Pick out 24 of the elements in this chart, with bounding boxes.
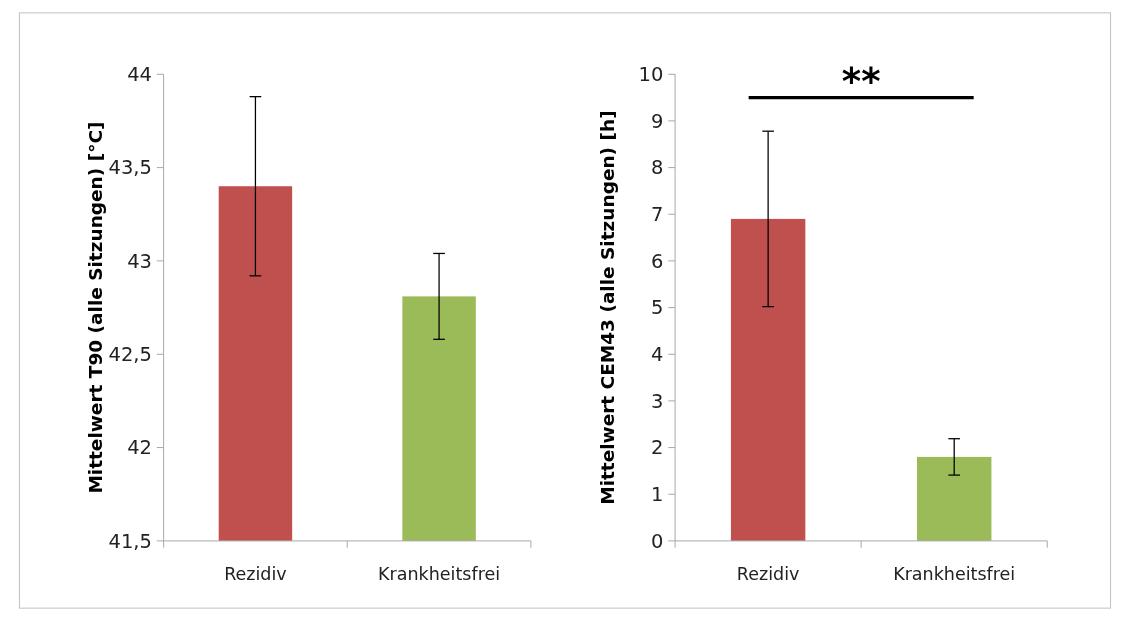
y-axis-title: Mittelwert CEM43 (alle Sitzungen) [h]	[596, 110, 618, 505]
y-axis-title: Mittelwert T90 (alle Sitzungen) [°C]	[85, 121, 107, 494]
y-tick-label: 42	[127, 436, 152, 460]
y-tick-label: 9	[651, 109, 664, 133]
y-tick-label: 4	[651, 343, 664, 367]
y-tick-label: 43,5	[108, 156, 152, 180]
x-tick-label: Rezidiv	[736, 563, 800, 584]
y-tick-label: 42,5	[108, 343, 152, 367]
y-tick-label: 1	[651, 483, 664, 507]
y-tick-label: 8	[651, 156, 664, 180]
y-tick-label: 41,5	[108, 529, 152, 553]
x-tick-label: Rezidiv	[224, 563, 287, 584]
y-tick-label: 43	[127, 249, 152, 273]
y-tick-label: 7	[651, 203, 664, 227]
y-tick-label: 6	[651, 249, 664, 273]
y-tick-label: 3	[651, 389, 664, 413]
y-tick-label: 0	[651, 529, 664, 553]
x-tick-label: Krankheitsfrei	[893, 563, 1016, 584]
x-tick-label: Krankheitsfrei	[378, 563, 501, 584]
annotation: **	[841, 59, 881, 103]
y-tick-label: 10	[638, 63, 664, 87]
y-tick-label: 2	[651, 436, 664, 460]
y-tick-label: 5	[651, 296, 664, 320]
y-tick-label: 44	[127, 63, 152, 87]
